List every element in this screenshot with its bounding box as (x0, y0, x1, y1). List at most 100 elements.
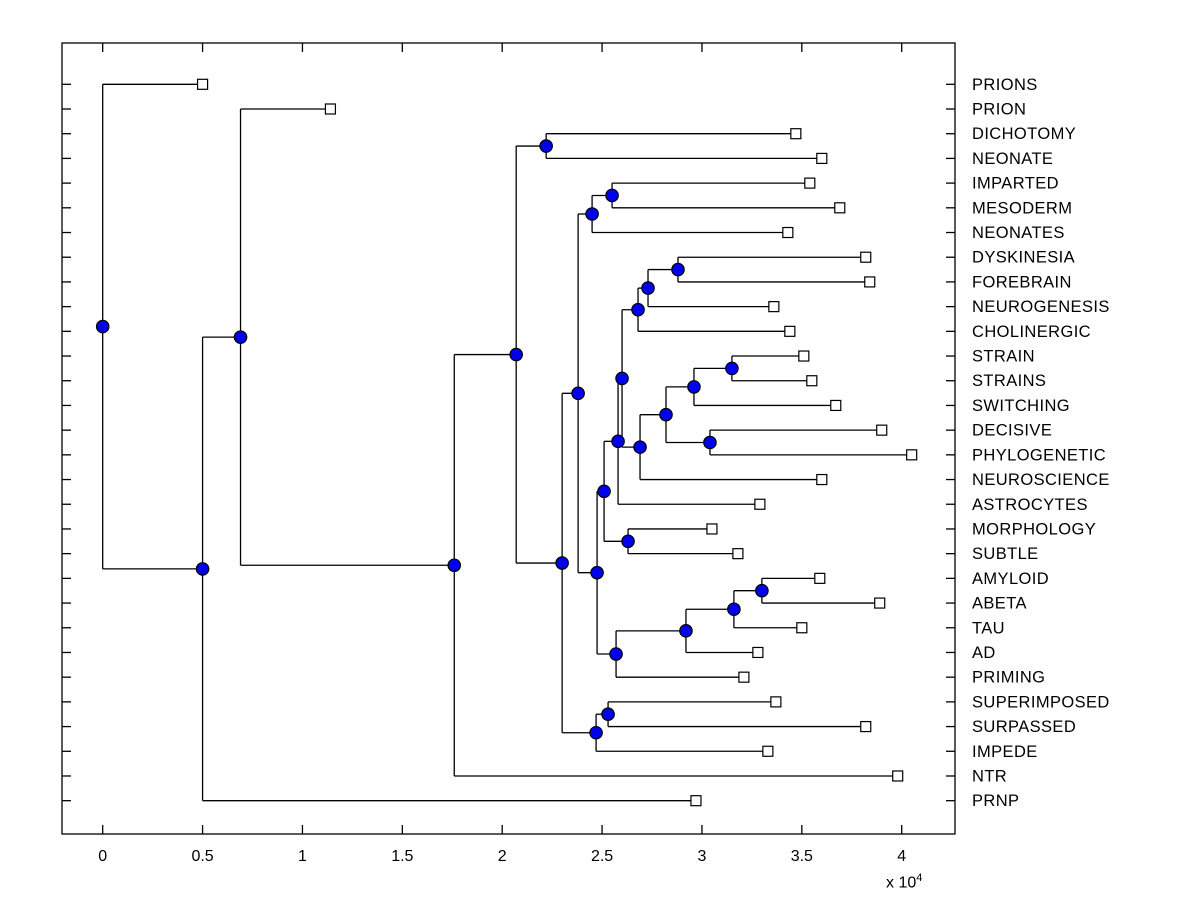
leaf-tip-marker (768, 301, 780, 313)
internal-node-marker (585, 207, 599, 221)
leaf-label: PRNP (972, 792, 1019, 810)
leaf-label: MORPHOLOGY (972, 520, 1096, 538)
leaf-label: AMYLOID (972, 570, 1049, 588)
internal-node-marker (725, 361, 739, 376)
leaf-tip-marker (754, 498, 766, 510)
internal-node-marker (679, 624, 693, 638)
leaf-label: NEONATE (972, 150, 1053, 168)
leaf-tip-marker (806, 375, 818, 387)
axis-multiplier-prefix: x 10 (886, 874, 917, 892)
axis-multiplier-label: x 104 (886, 872, 922, 892)
leaf-tip-marker (196, 78, 209, 90)
leaf-tip-marker (784, 325, 796, 337)
internal-node-marker (641, 281, 655, 295)
leaf-tip-marker (732, 548, 744, 560)
leaf-tip-marker (876, 424, 888, 436)
leaf-tip-marker (860, 251, 872, 263)
leaf-tip-marker (790, 128, 802, 140)
internal-node-marker (233, 330, 248, 344)
leaf-label: SWITCHING (972, 397, 1070, 415)
leaf-tip-marker (796, 622, 808, 634)
leaf-tip-marker (706, 523, 718, 535)
leaf-tip-marker (804, 177, 816, 189)
leaf-label: PHYLOGENETIC (972, 446, 1106, 464)
leaf-label: SUBTLE (972, 545, 1039, 563)
internal-node-marker (95, 319, 110, 334)
leaf-tip-marker (752, 646, 764, 659)
internal-node-marker (659, 407, 673, 422)
leaf-tip-marker (906, 449, 918, 461)
leaf-tip-marker (834, 202, 846, 214)
internal-node-marker (509, 347, 523, 362)
x-axis-tick-label: 1.5 (391, 848, 413, 865)
leaf-tip-marker (770, 696, 782, 708)
internal-node-marker (671, 262, 685, 277)
leaf-label: TAU (972, 619, 1005, 637)
leaf-tip-marker (830, 399, 842, 412)
x-axis-tick-label: 4 (897, 848, 906, 865)
axes-group: PRIONS PRION DICHOTOMY NEONATE IMPARTED MESOD… (61, 42, 1110, 865)
axis-multiplier-exponent: 4 (916, 872, 923, 884)
x-axis-tick-label: 3 (697, 848, 706, 865)
node-markers-group (95, 78, 918, 807)
internal-node-marker (605, 188, 619, 203)
x-axis-tick-label: 0.5 (191, 848, 213, 865)
leaf-tip-marker (762, 745, 774, 757)
leaf-tip-marker (874, 597, 886, 609)
internal-node-marker (571, 386, 585, 401)
leaf-label: DECISIVE (972, 422, 1052, 440)
internal-node-marker (687, 380, 701, 394)
internal-node-marker (609, 647, 623, 661)
internal-node-marker (590, 565, 604, 580)
leaf-label: NEUROSCIENCE (972, 471, 1110, 489)
leaf-label: NTR (972, 767, 1007, 785)
x-axis-tick-label: 2 (498, 848, 507, 865)
internal-node-marker (615, 371, 629, 386)
leaf-tip-marker (738, 671, 750, 683)
internal-node-marker (611, 434, 625, 449)
plot-box (61, 42, 956, 835)
internal-node-marker (631, 302, 645, 317)
leaf-label: SURPASSED (972, 718, 1076, 736)
x-axis-tick-label: 1 (298, 848, 307, 865)
leaf-tip-marker (690, 795, 702, 807)
leaf-tip-marker (782, 226, 794, 239)
internal-node-marker (703, 435, 717, 450)
x-axis-tick-label: 2.5 (591, 848, 613, 865)
leaf-tip-marker (814, 572, 826, 584)
internal-node-marker (195, 562, 210, 576)
leaf-label: FOREBRAIN (972, 273, 1072, 291)
leaf-tip-marker (864, 276, 876, 288)
leaf-tip-marker (324, 103, 337, 115)
leaf-label: PRION (972, 101, 1026, 119)
x-axis-tick-label: 0 (98, 848, 107, 865)
internal-node-marker (727, 602, 741, 617)
internal-node-marker (539, 139, 553, 153)
leaf-label: SUPERIMPOSED (972, 693, 1110, 711)
internal-node-marker (755, 583, 769, 598)
branch-lines-group (102, 83, 912, 802)
leaf-label: IMPEDE (972, 743, 1038, 761)
leaf-label: NEONATES (972, 224, 1065, 242)
leaf-label: CHOLINERGIC (972, 323, 1091, 341)
leaf-label: STRAIN (972, 348, 1035, 366)
leaf-label: DYSKINESIA (972, 249, 1075, 267)
leaf-tip-marker (816, 473, 828, 486)
leaf-tip-marker (816, 152, 828, 165)
leaf-tip-marker (860, 720, 872, 733)
leaf-label: PRIONS (972, 76, 1038, 94)
internal-node-marker (589, 725, 603, 740)
leaf-label: ABETA (972, 595, 1027, 613)
internal-node-marker (447, 558, 462, 573)
leaf-label: ASTROCYTES (972, 496, 1088, 514)
leaf-tip-marker (892, 770, 904, 782)
leaf-label: IMPARTED (972, 175, 1059, 193)
leaf-label: STRAINS (972, 372, 1046, 390)
internal-node-marker (633, 440, 647, 454)
leaf-label: PRIMING (972, 669, 1045, 687)
internal-node-marker (601, 707, 615, 722)
leaf-label: MESODERM (972, 199, 1072, 217)
x-axis-tick-label: 3.5 (791, 848, 813, 865)
